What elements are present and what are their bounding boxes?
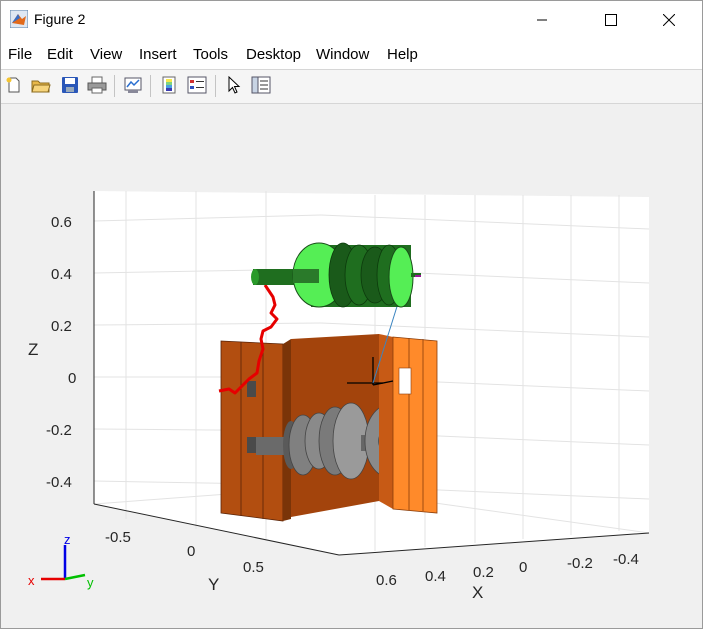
menu-view[interactable]: View [90,46,123,63]
link-plot-button[interactable] [122,74,144,96]
z-tick: 0.4 [51,266,72,283]
body-frame-marker [347,357,394,386]
figure-toolbar [1,69,702,104]
x-tick: 0 [519,559,527,576]
maximize-button[interactable] [588,1,634,39]
x-tick: -0.2 [567,555,593,572]
red-cable [218,284,279,395]
triad-z-label: z [64,532,71,547]
toolbar-separator [114,75,115,97]
save-icon [62,77,78,93]
property-inspector-icon [251,76,271,94]
z-tick: 0.6 [51,214,72,231]
legend-icon [187,76,207,94]
y-tick: 0 [187,543,195,560]
x-tick-labels: 0.6 0.4 0.2 0 -0.2 -0.4 [376,551,639,589]
window-title: Figure 2 [34,11,86,27]
close-icon [663,14,675,26]
menu-file[interactable]: File [8,46,33,63]
y-tick: -0.5 [105,529,131,546]
y-tick-labels: -0.5 0 0.5 [105,529,264,576]
minimize-button[interactable] [519,1,565,39]
minimize-icon [537,19,547,21]
menu-window[interactable]: Window [316,46,370,63]
orientation-triad: z x y [28,532,94,590]
z-tick: 0.2 [51,318,72,335]
z-axis-label: Z [28,340,38,359]
open-file-button[interactable] [30,74,52,96]
triad-y-label: y [87,575,94,590]
z-tick: 0 [68,370,76,387]
z-tick: -0.4 [46,474,72,491]
matlab-icon [10,10,28,28]
menu-insert[interactable]: Insert [139,46,177,63]
save-button[interactable] [59,74,81,96]
y-axis-label: Y [208,575,219,594]
menu-tools[interactable]: Tools [193,46,229,63]
insert-colorbar-button[interactable] [158,74,180,96]
pointer-icon [228,76,241,94]
close-button[interactable] [646,1,692,39]
insert-legend-button[interactable] [186,74,208,96]
new-figure-icon [6,77,20,93]
maximize-icon [605,14,617,26]
toolbar-separator [215,75,216,97]
colorbar-icon [162,76,176,94]
menu-bar: File Edit View Insert Tools Desktop Wind… [1,39,702,97]
axes-box [93,191,650,556]
open-file-icon [31,80,51,93]
z-tick-labels: 0.6 0.4 0.2 0 -0.2 -0.4 [46,214,76,491]
z-tick: -0.2 [46,422,72,439]
print-icon [87,76,107,94]
new-figure-button[interactable] [3,74,25,96]
menu-help[interactable]: Help [387,46,418,63]
menu-edit[interactable]: Edit [47,46,73,63]
frame-left [220,339,291,522]
x-tick: -0.4 [613,551,639,568]
property-inspector-button[interactable] [250,74,272,96]
frame-right [379,334,438,514]
x-tick: 0.4 [425,568,446,585]
edit-plot-button[interactable] [223,74,245,96]
plot-canvas[interactable]: 0.6 0.4 0.2 0 -0.2 -0.4 Z -0.5 0 0.5 Y 0… [1,103,702,628]
link-plot-icon [124,77,142,93]
x-tick: 0.2 [473,564,494,581]
print-button[interactable] [86,74,108,96]
y-tick: 0.5 [243,559,264,576]
x-axis-label: X [472,583,483,602]
toolbar-separator [150,75,151,97]
x-tick: 0.6 [376,572,397,589]
menu-desktop[interactable]: Desktop [246,46,302,63]
green-roller [251,242,421,308]
title-bar: Figure 2 [1,1,702,39]
triad-x-label: x [28,573,35,588]
